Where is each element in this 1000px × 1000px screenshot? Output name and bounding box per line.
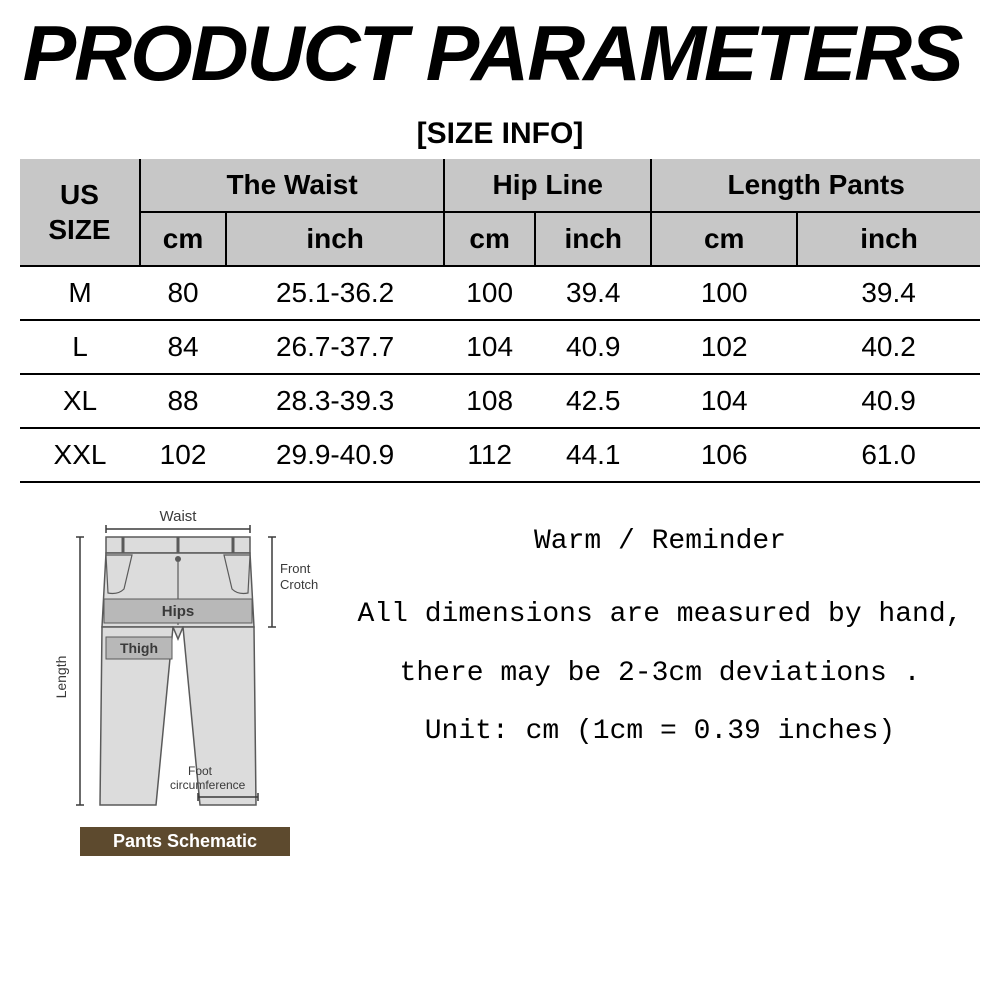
pants-schematic: Waist [0, 499, 340, 856]
data-cell: 104 [651, 374, 797, 428]
unit-inch: inch [797, 212, 980, 266]
size-cell: XL [20, 374, 140, 428]
col-hip: Hip Line [444, 159, 651, 212]
table-row: XXL10229.9-40.911244.110661.0 [20, 428, 980, 482]
reminder-line: Unit: cm (1cm = 0.39 inches) [340, 703, 980, 762]
unit-cm: cm [651, 212, 797, 266]
label-foot-1: Foot [188, 764, 213, 778]
data-cell: 80 [140, 266, 226, 320]
data-cell: 28.3-39.3 [226, 374, 444, 428]
data-cell: 61.0 [797, 428, 980, 482]
data-cell: 44.1 [535, 428, 651, 482]
label-length: Length [53, 656, 69, 699]
data-cell: 40.9 [797, 374, 980, 428]
reminder-heading: Warm / Reminder [340, 513, 980, 572]
data-cell: 40.9 [535, 320, 651, 374]
reminder-block: Warm / Reminder All dimensions are measu… [340, 499, 1000, 856]
data-cell: 104 [444, 320, 535, 374]
table-row: L8426.7-37.710440.910240.2 [20, 320, 980, 374]
col-length: Length Pants [651, 159, 980, 212]
size-table: US SIZE The Waist Hip Line Length Pants … [20, 159, 980, 483]
data-cell: 39.4 [535, 266, 651, 320]
table-row: M8025.1-36.210039.410039.4 [20, 266, 980, 320]
data-cell: 102 [140, 428, 226, 482]
col-waist: The Waist [140, 159, 444, 212]
data-cell: 29.9-40.9 [226, 428, 444, 482]
table-row: XL8828.3-39.310842.510440.9 [20, 374, 980, 428]
size-info-subtitle: [SIZE INFO] [0, 117, 1000, 151]
data-cell: 39.4 [797, 266, 980, 320]
pants-schematic-svg: Waist [28, 507, 328, 827]
label-waist: Waist [160, 508, 198, 525]
table-body: M8025.1-36.210039.410039.4L8426.7-37.710… [20, 266, 980, 482]
unit-inch: inch [226, 212, 444, 266]
label-foot-2: circumference [170, 778, 246, 792]
data-cell: 84 [140, 320, 226, 374]
label-front-crotch-2: Crotch [280, 577, 318, 592]
data-cell: 100 [444, 266, 535, 320]
unit-inch: inch [535, 212, 651, 266]
label-front-crotch-1: Front [280, 561, 311, 576]
size-cell: L [20, 320, 140, 374]
size-cell: XXL [20, 428, 140, 482]
data-cell: 100 [651, 266, 797, 320]
data-cell: 112 [444, 428, 535, 482]
data-cell: 102 [651, 320, 797, 374]
reminder-line: there may be 2-3cm deviations . [340, 645, 980, 704]
page-title: PRODUCT PARAMETERS [0, 0, 1000, 99]
reminder-line: All dimensions are measured by hand, [340, 586, 980, 645]
data-cell: 25.1-36.2 [226, 266, 444, 320]
label-thigh: Thigh [120, 640, 158, 656]
table-header-row: US SIZE The Waist Hip Line Length Pants [20, 159, 980, 212]
data-cell: 40.2 [797, 320, 980, 374]
data-cell: 88 [140, 374, 226, 428]
col-us-size: US SIZE [20, 159, 140, 266]
data-cell: 108 [444, 374, 535, 428]
table-unit-row: cm inch cm inch cm inch [20, 212, 980, 266]
data-cell: 106 [651, 428, 797, 482]
size-cell: M [20, 266, 140, 320]
data-cell: 42.5 [535, 374, 651, 428]
unit-cm: cm [444, 212, 535, 266]
label-hips: Hips [162, 603, 195, 620]
data-cell: 26.7-37.7 [226, 320, 444, 374]
unit-cm: cm [140, 212, 226, 266]
schematic-caption: Pants Schematic [80, 827, 290, 856]
